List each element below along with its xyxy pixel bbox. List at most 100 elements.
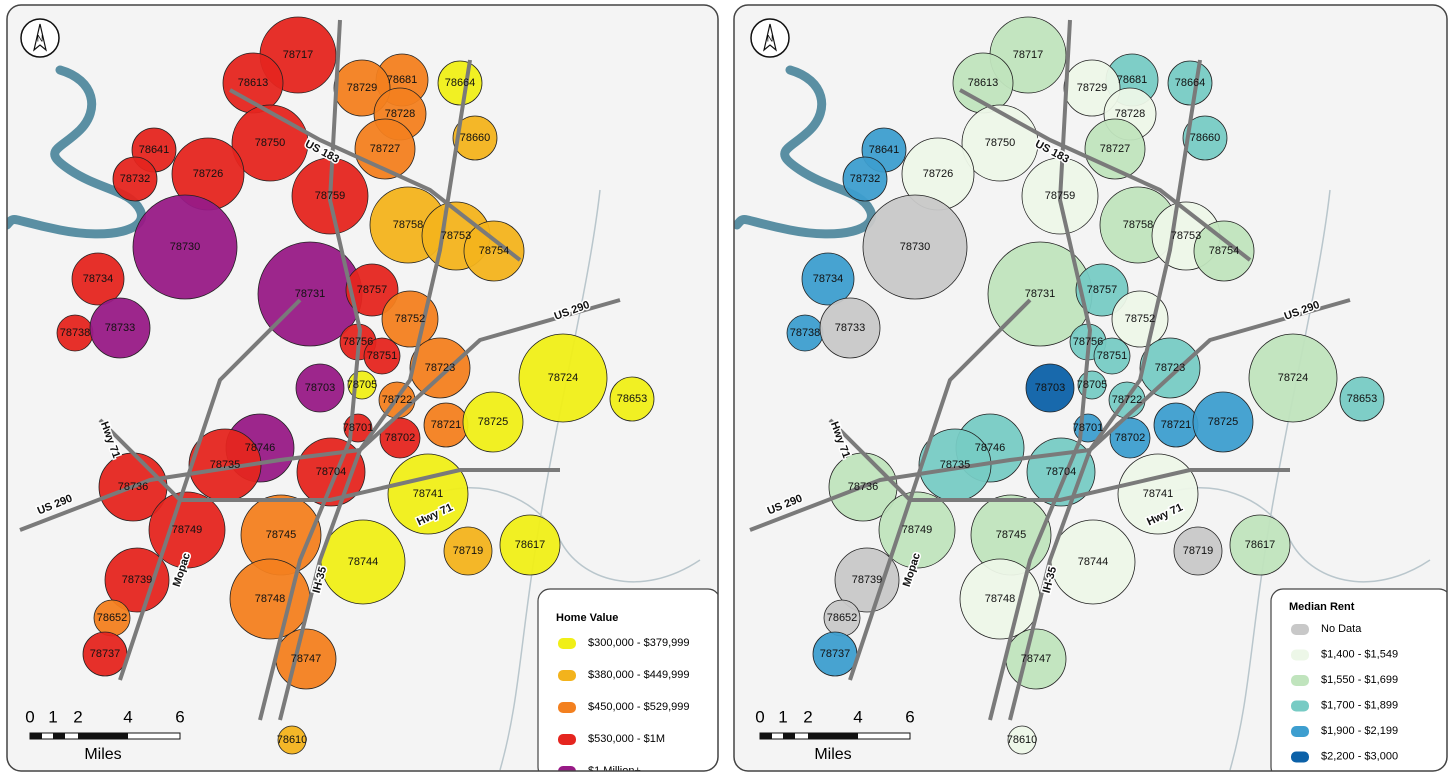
legend-swatch — [1291, 700, 1309, 712]
zip-label: 78730 — [170, 241, 201, 253]
zip-label: 78617 — [515, 539, 546, 551]
road-line — [118, 298, 302, 681]
zip-region — [1339, 376, 1385, 422]
zip-region — [1229, 514, 1291, 576]
zip-label: 78733 — [105, 322, 136, 334]
legend-swatch — [1291, 624, 1309, 635]
scale-segment — [78, 733, 128, 739]
zip-label: 78704 — [1046, 466, 1077, 478]
scale-tick-label: 0 — [755, 707, 764, 726]
zip-label: 78745 — [266, 529, 297, 541]
compass-arrow — [763, 23, 777, 52]
scale-tick-label: 6 — [905, 707, 914, 726]
scale-tick-label: 0 — [25, 707, 34, 726]
zip-label: 78732 — [850, 173, 881, 185]
zip-label: 78731 — [295, 288, 326, 300]
legend-label: $2,200 - $3,000 — [1321, 750, 1398, 762]
legend-swatch — [1291, 649, 1309, 661]
zip-label: 78726 — [923, 168, 954, 180]
zip-label: 78719 — [1183, 545, 1214, 557]
zip-region — [112, 156, 158, 202]
zip-label: 78741 — [413, 488, 444, 500]
stream — [499, 189, 601, 771]
zip-label: 78749 — [902, 524, 933, 536]
zip-label: 78734 — [813, 273, 844, 285]
zip-region — [132, 194, 238, 300]
zip-region — [104, 547, 170, 613]
zip-label: 78610 — [277, 734, 308, 746]
zip-label: 78750 — [255, 137, 286, 149]
zip-label: 78664 — [445, 77, 476, 89]
zip-label: 78641 — [869, 144, 900, 156]
zip-region — [148, 491, 226, 569]
zip-region — [1075, 263, 1129, 317]
zip-region — [1193, 220, 1255, 282]
zip-label: 78750 — [985, 137, 1016, 149]
road-line — [749, 298, 1351, 532]
zip-label: 78744 — [348, 556, 379, 568]
legend-swatch — [558, 766, 576, 771]
zip-label: 78747 — [291, 653, 322, 665]
zip-label: 78729 — [1077, 82, 1108, 94]
compass-label: N — [37, 33, 44, 43]
legend-label: $1,700 - $1,899 — [1321, 699, 1398, 711]
zip-region — [363, 337, 401, 375]
zip-label: 78746 — [245, 442, 276, 454]
zip-label: 78736 — [848, 481, 879, 493]
road-line — [828, 418, 1290, 502]
zip-region — [1111, 290, 1169, 348]
scale-segment — [30, 733, 42, 739]
zip-label: 78704 — [316, 466, 347, 478]
compass-arrow — [33, 23, 47, 52]
legend-label: $380,000 - $449,999 — [588, 669, 690, 681]
zip-label: 78759 — [1045, 190, 1076, 202]
zip-region — [437, 60, 483, 106]
zip-label: 78719 — [453, 545, 484, 557]
legend-swatch — [1291, 751, 1309, 763]
zip-label: 78758 — [393, 219, 424, 231]
zip-region — [1192, 391, 1254, 453]
zip-label: 78737 — [90, 648, 121, 660]
zip-label: 78751 — [367, 350, 398, 362]
zip-label: 78728 — [385, 108, 416, 120]
zip-region — [462, 391, 524, 453]
scale-tick-label: 2 — [73, 707, 82, 726]
legend-box — [1270, 588, 1447, 771]
zip-label: 78681 — [387, 74, 418, 86]
scale-tick-label: 1 — [48, 707, 57, 726]
zip-region — [71, 252, 125, 306]
zip-label: 78653 — [617, 393, 648, 405]
zip-region — [345, 263, 399, 317]
zip-label: 78723 — [1155, 362, 1186, 374]
zip-label: 78705 — [347, 379, 378, 391]
compass-label: N — [767, 33, 774, 43]
zip-label: 78664 — [1175, 77, 1206, 89]
zip-region — [1173, 526, 1223, 576]
lake — [734, 65, 876, 239]
zip-label: 78759 — [315, 190, 346, 202]
zip-label: 78757 — [1087, 284, 1118, 296]
lake — [7, 65, 146, 239]
road-line — [959, 88, 1252, 262]
zip-region — [409, 337, 471, 399]
zip-label: 78752 — [395, 313, 426, 325]
zip-label: 78660 — [1190, 132, 1221, 144]
zip-label: 78745 — [996, 529, 1027, 541]
zip-region — [862, 194, 968, 300]
zip-label: 78739 — [852, 574, 883, 586]
scale-segment — [808, 733, 858, 739]
zip-label: 78613 — [968, 77, 999, 89]
legend-label: $1,900 - $2,199 — [1321, 725, 1398, 737]
zip-region — [1007, 725, 1037, 755]
road-line — [1008, 59, 1202, 721]
legend-title: Home Value — [556, 612, 618, 624]
legend-title: Median Rent — [1289, 601, 1355, 613]
road-line — [19, 298, 621, 532]
zip-label: 78757 — [357, 284, 388, 296]
scale-tick-label: 2 — [803, 707, 812, 726]
zip-label: 78717 — [1013, 49, 1044, 61]
panel-border — [733, 4, 1448, 772]
zip-label: 78717 — [283, 49, 314, 61]
zip-label: 78703 — [305, 382, 336, 394]
